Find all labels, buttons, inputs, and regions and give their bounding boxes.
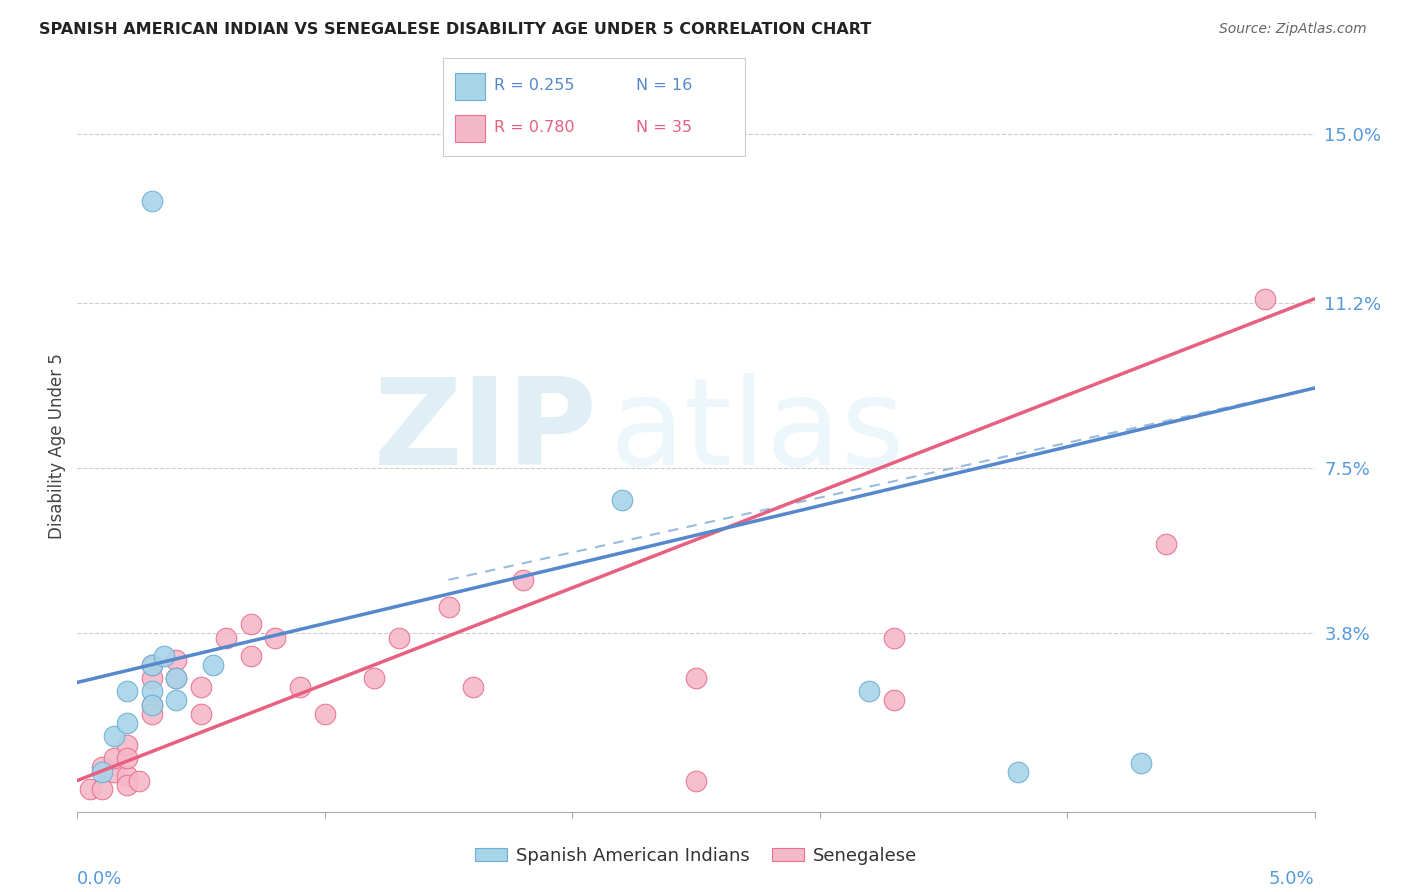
Text: 5.0%: 5.0% [1270,870,1315,888]
Point [141,657,163,672]
Point [115,778,138,792]
Point [463,680,485,694]
Point [1254,292,1277,306]
Point [103,751,125,765]
Point [165,671,187,685]
Point [103,729,125,743]
Point [288,680,311,694]
Point [128,773,150,788]
Point [91,760,114,774]
Legend: Spanish American Indians, Senegalese: Spanish American Indians, Senegalese [467,839,925,872]
Point [363,671,385,685]
Point [239,617,262,632]
Point [141,671,163,685]
Point [115,769,138,783]
Point [141,698,163,712]
Point [141,698,163,712]
Point [437,599,460,614]
Point [165,671,187,685]
Point [115,684,138,698]
Bar [456,73,485,100]
Point [388,631,411,645]
Point [103,764,125,779]
Text: ZIP: ZIP [373,373,598,490]
Text: R = 0.255: R = 0.255 [495,78,575,93]
Point [165,653,187,667]
Point [79,782,101,797]
Point [1154,537,1177,551]
Point [685,773,707,788]
Point [883,693,905,707]
Text: N = 16: N = 16 [637,78,693,93]
Point [1007,764,1029,779]
Y-axis label: Disability Age Under 5: Disability Age Under 5 [48,353,66,539]
Point [314,706,336,721]
Point [190,680,212,694]
Text: atlas: atlas [609,373,905,490]
Point [91,764,114,779]
Point [165,693,187,707]
Point [190,706,212,721]
Point [512,573,534,587]
Point [115,715,138,730]
Point [202,657,225,672]
Point [115,751,138,765]
Point [883,631,905,645]
Text: Source: ZipAtlas.com: Source: ZipAtlas.com [1219,22,1367,37]
Point [215,631,238,645]
Point [685,671,707,685]
Bar [456,115,485,143]
Text: SPANISH AMERICAN INDIAN VS SENEGALESE DISABILITY AGE UNDER 5 CORRELATION CHART: SPANISH AMERICAN INDIAN VS SENEGALESE DI… [39,22,872,37]
Point [610,492,633,507]
Point [264,631,287,645]
Point [153,648,176,663]
Point [141,684,163,698]
Text: N = 35: N = 35 [637,120,692,136]
Text: 0.0%: 0.0% [77,870,122,888]
Text: R = 0.780: R = 0.780 [495,120,575,136]
Point [91,782,114,797]
Point [1130,756,1153,770]
Point [115,738,138,752]
Point [141,706,163,721]
Point [141,194,163,208]
Point [239,648,262,663]
Point [858,684,880,698]
Point [141,657,163,672]
